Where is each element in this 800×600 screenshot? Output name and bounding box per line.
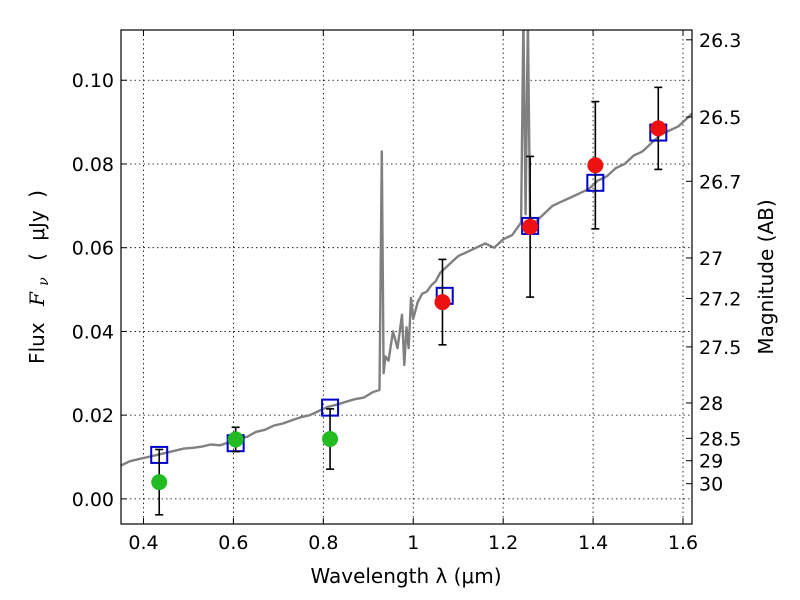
y-axis-title-unit-close: ) (25, 190, 49, 198)
observed-flux-point (151, 474, 168, 491)
axis-ticks (121, 30, 692, 524)
model-spectrum-line (121, 30, 692, 467)
right-axis-title: Magnitude (AB) (754, 199, 778, 354)
right-tick-label: 28.5 (699, 428, 741, 450)
right-tick-label: 26.7 (699, 171, 741, 193)
y-axis-title: Flux F ν ( μJy ) (25, 190, 53, 364)
observed-flux-point (227, 431, 244, 448)
x-tick-label: 0.4 (128, 532, 158, 554)
right-tick-label: 28 (699, 393, 723, 415)
observed-flux-point (587, 157, 604, 174)
y-axis-title-unit: μJy (25, 210, 49, 241)
grid (121, 30, 692, 524)
x-tick-label: 1.2 (488, 532, 518, 554)
x-tick-label: 0.8 (308, 532, 338, 554)
tick-labels: 0.4 0.6 0.8 1 1.2 1.4 1.6 0.00 0.02 0.04 0.06 0.08 0… (72, 30, 742, 554)
plot-frame (120, 29, 693, 525)
y-tick-label: 0.08 (72, 154, 114, 176)
x-tick-label: 1.6 (668, 532, 698, 554)
y-tick-label: 0.06 (72, 238, 114, 260)
observed-flux-point (434, 294, 451, 311)
y-axis-title-unit-open: ( (25, 253, 49, 261)
y-axis-title-prefix: Flux (25, 322, 49, 364)
right-tick-label: 30 (699, 474, 723, 496)
x-tick-label: 1.4 (578, 532, 608, 554)
right-tick-label: 27 (699, 248, 723, 270)
observed-flux-point (650, 120, 667, 137)
x-tick-label: 1 (407, 532, 419, 554)
right-tick-label: 29 (699, 451, 723, 473)
right-tick-label: 26.3 (699, 30, 741, 52)
y-axis-title-subscript: ν (36, 277, 52, 286)
y-tick-label: 0.00 (72, 489, 114, 511)
y-tick-label: 0.02 (72, 405, 114, 427)
observed-flux-point (322, 431, 339, 448)
x-axis-title: Wavelength λ (μm) (310, 564, 501, 588)
data-series (121, 30, 692, 516)
y-axis-title-symbol: F (25, 291, 49, 307)
x-tick-label: 0.6 (218, 532, 248, 554)
right-tick-label: 27.2 (699, 288, 741, 310)
y-tick-label: 0.10 (72, 70, 114, 92)
right-tick-label: 27.5 (699, 337, 741, 359)
observed-flux-point (522, 218, 539, 235)
y-tick-label: 0.04 (72, 321, 114, 343)
right-tick-label: 26.5 (699, 107, 741, 129)
